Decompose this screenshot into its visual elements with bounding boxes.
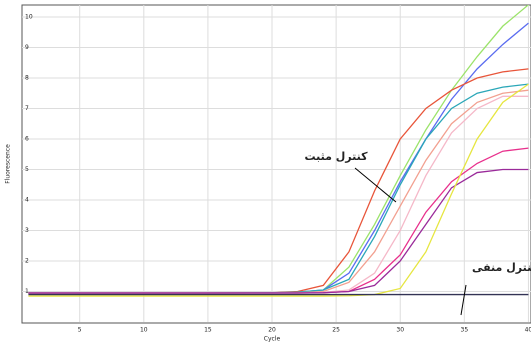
x-tick-label: 30 — [396, 327, 404, 334]
x-tick-label: 25 — [332, 327, 340, 334]
annotation-arrow — [354, 167, 397, 203]
y-tick-label: 2 — [25, 258, 29, 265]
series-group — [28, 5, 529, 297]
y-axis-label: Fluorescence — [5, 144, 12, 184]
plot-area — [21, 4, 531, 324]
y-tick-label: 9 — [25, 44, 29, 51]
y-tick-label: 7 — [25, 105, 29, 112]
y-tick-label: 5 — [25, 166, 29, 173]
series-line — [28, 83, 529, 297]
y-tick-label: 4 — [25, 197, 29, 204]
series-line — [28, 168, 529, 294]
annotation-arrow — [460, 284, 467, 316]
x-tick-label: 5 — [78, 327, 82, 334]
x-tick-label: 15 — [204, 327, 212, 334]
annotation: کنترل منفی — [472, 261, 531, 274]
x-axis-label: Cycle — [264, 336, 281, 343]
y-tick-label: 8 — [25, 75, 29, 82]
y-tick-label: 3 — [25, 227, 29, 234]
grid — [22, 5, 531, 322]
x-tick-label: 10 — [140, 327, 148, 334]
y-tick-label: 1 — [25, 288, 29, 295]
y-tick-label: 10 — [25, 14, 33, 21]
annotation: کنترل مثبت — [304, 150, 368, 163]
y-tick-label: 6 — [25, 136, 29, 143]
x-tick-label: 40 — [525, 327, 531, 334]
x-tick-label: 20 — [268, 327, 276, 334]
x-tick-label: 35 — [461, 327, 469, 334]
